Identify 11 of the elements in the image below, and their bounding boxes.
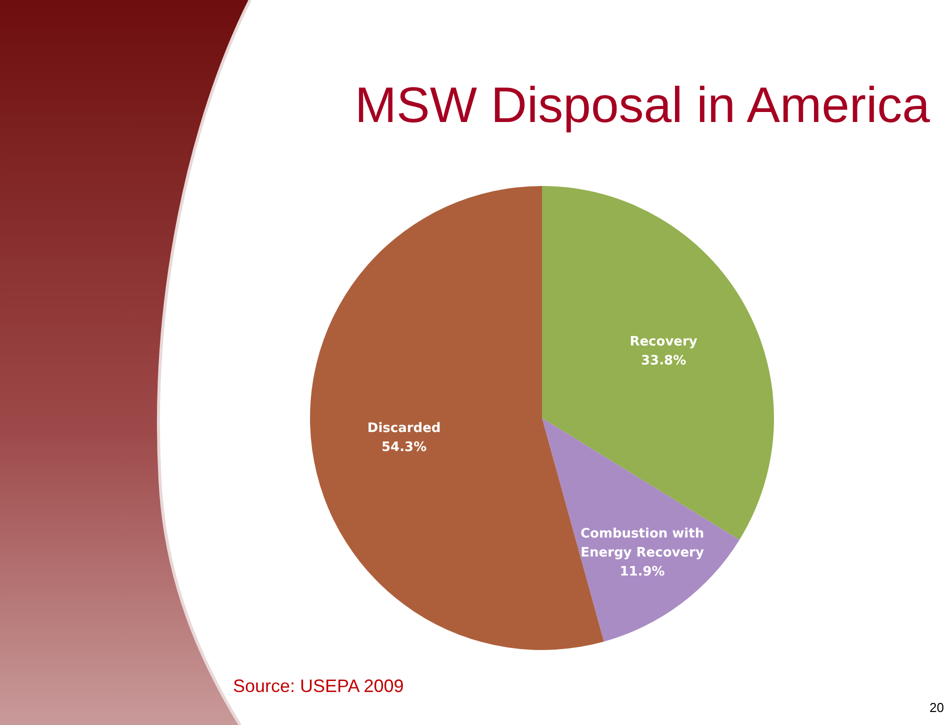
data-label: 11.9% (620, 564, 665, 580)
slice-label: Recovery (630, 334, 698, 350)
slice-label: Combustion with Energy Recovery (580, 526, 704, 561)
source-note: Source: USEPA 2009 (233, 676, 404, 696)
pie-slice (542, 418, 740, 642)
chart-title: MSW Disposal in America (354, 77, 930, 133)
data-label: 33.8% (641, 354, 686, 369)
pie-slice (542, 186, 774, 540)
data-label: 54.3% (382, 440, 427, 456)
text: 20 (930, 700, 944, 715)
slice-label: Discarded (367, 421, 441, 436)
